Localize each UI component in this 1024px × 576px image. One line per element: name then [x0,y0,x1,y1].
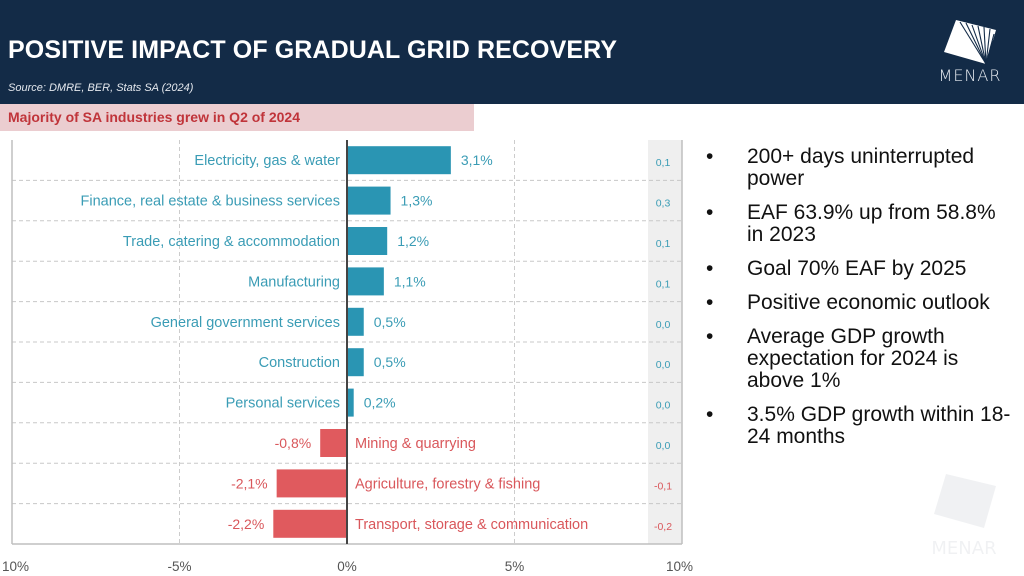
bar-positive [347,227,388,255]
category-label: Personal services [226,396,340,412]
bullet-icon: • [706,291,714,314]
bullet-text: Goal 70% EAF by 2025 [747,257,967,280]
header-banner: POSITIVE IMPACT OF GRADUAL GRID RECOVERY… [0,0,1024,104]
bullet-text: Average GDP growth expectation for 2024 … [747,325,959,392]
bar-positive [347,146,451,175]
bullet-item: • 3.5% GDP growth within 18-24 months [706,404,1016,448]
bar-negative [273,509,347,538]
contribution-label: 0,3 [656,198,671,210]
category-label: Trade, catering & accommodation [123,234,340,250]
contribution-label: 0,1 [656,157,671,169]
category-label: Construction [259,355,340,371]
category-label: Transport, storage & communication [355,517,588,533]
bullet-item: • Positive economic outlook [706,292,1016,314]
x-tick-label: -5% [167,559,191,574]
industry-growth-chart: Electricity, gas & water 3,1% 0,1 Finance, … [0,131,700,576]
menar-logo: MENAR [930,14,1010,98]
bullet-item: • 200+ days uninterrupted power [706,146,1016,190]
contribution-label: 0,0 [656,359,671,371]
chart-subtitle: Majority of SA industries grew in Q2 of … [8,109,300,125]
category-label: Agriculture, forestry & fishing [355,476,540,492]
bullet-icon: • [706,403,714,426]
value-label: 1,2% [397,233,429,249]
value-label: 0,5% [374,314,406,330]
bar-positive [347,348,364,377]
x-tick-label: 5% [505,559,525,574]
bullet-item: • Average GDP growth expectation for 2024… [706,326,1016,392]
category-label: Finance, real estate & business services [80,194,340,210]
x-tick-label: 10% [2,559,29,574]
contribution-label: 0,0 [656,400,671,412]
contribution-label: 0,1 [656,238,671,250]
bullet-text: Positive economic outlook [747,291,990,314]
category-label: Manufacturing [248,274,340,290]
value-label: 0,2% [364,395,396,411]
bar-positive [347,307,364,336]
logo-wordmark: MENAR [938,66,1002,85]
category-label: Mining & quarrying [355,436,476,452]
bullet-text: 3.5% GDP growth within 18-24 months [747,403,1011,448]
bullet-icon: • [706,145,714,168]
x-tick-label: 0% [337,559,357,574]
watermark-logo-icon: MENAR [916,464,1012,560]
value-label: -2,2% [228,516,265,532]
category-label: General government services [151,315,340,331]
bar-positive [347,388,354,417]
menar-logo-icon [944,20,996,65]
contribution-label: -0,1 [654,480,672,492]
contribution-label: 0,1 [656,278,671,290]
bullet-item: • EAF 63.9% up from 58.8% in 2023 [706,202,1016,246]
key-points-list: • 200+ days uninterrupted power • EAF 63.9… [706,146,1016,460]
bar-chart-svg: Electricity, gas & water 3,1% 0,1 Finance, … [2,140,693,574]
bar-negative [320,429,347,457]
value-label: 3,1% [461,152,493,168]
source-note: Source: DMRE, BER, Stats SA (2024) [8,82,194,94]
value-label: 1,1% [394,273,426,289]
subtitle-band: Majority of SA industries grew in Q2 of … [0,104,474,131]
bar-positive [347,186,391,215]
contribution-label: -0,2 [654,521,672,533]
contribution-label: 0,0 [656,440,671,452]
page-title: POSITIVE IMPACT OF GRADUAL GRID RECOVERY [8,36,618,64]
value-label: 1,3% [401,193,433,209]
bar-positive [347,267,384,296]
bullet-icon: • [706,325,714,348]
value-label: -0,8% [275,435,312,451]
contribution-label: 0,0 [656,319,671,331]
bullet-icon: • [706,257,714,280]
category-label: Electricity, gas & water [194,153,340,169]
value-label: -2,1% [231,475,268,491]
bullet-item: • Goal 70% EAF by 2025 [706,258,1016,280]
bullet-text: 200+ days uninterrupted power [747,145,975,190]
bar-negative [276,469,347,498]
bullet-text: EAF 63.9% up from 58.8% in 2023 [747,201,996,246]
x-tick-label: 10% [666,559,693,574]
value-label: 0,5% [374,354,406,370]
bullet-icon: • [706,201,714,224]
svg-text:MENAR: MENAR [931,538,996,559]
